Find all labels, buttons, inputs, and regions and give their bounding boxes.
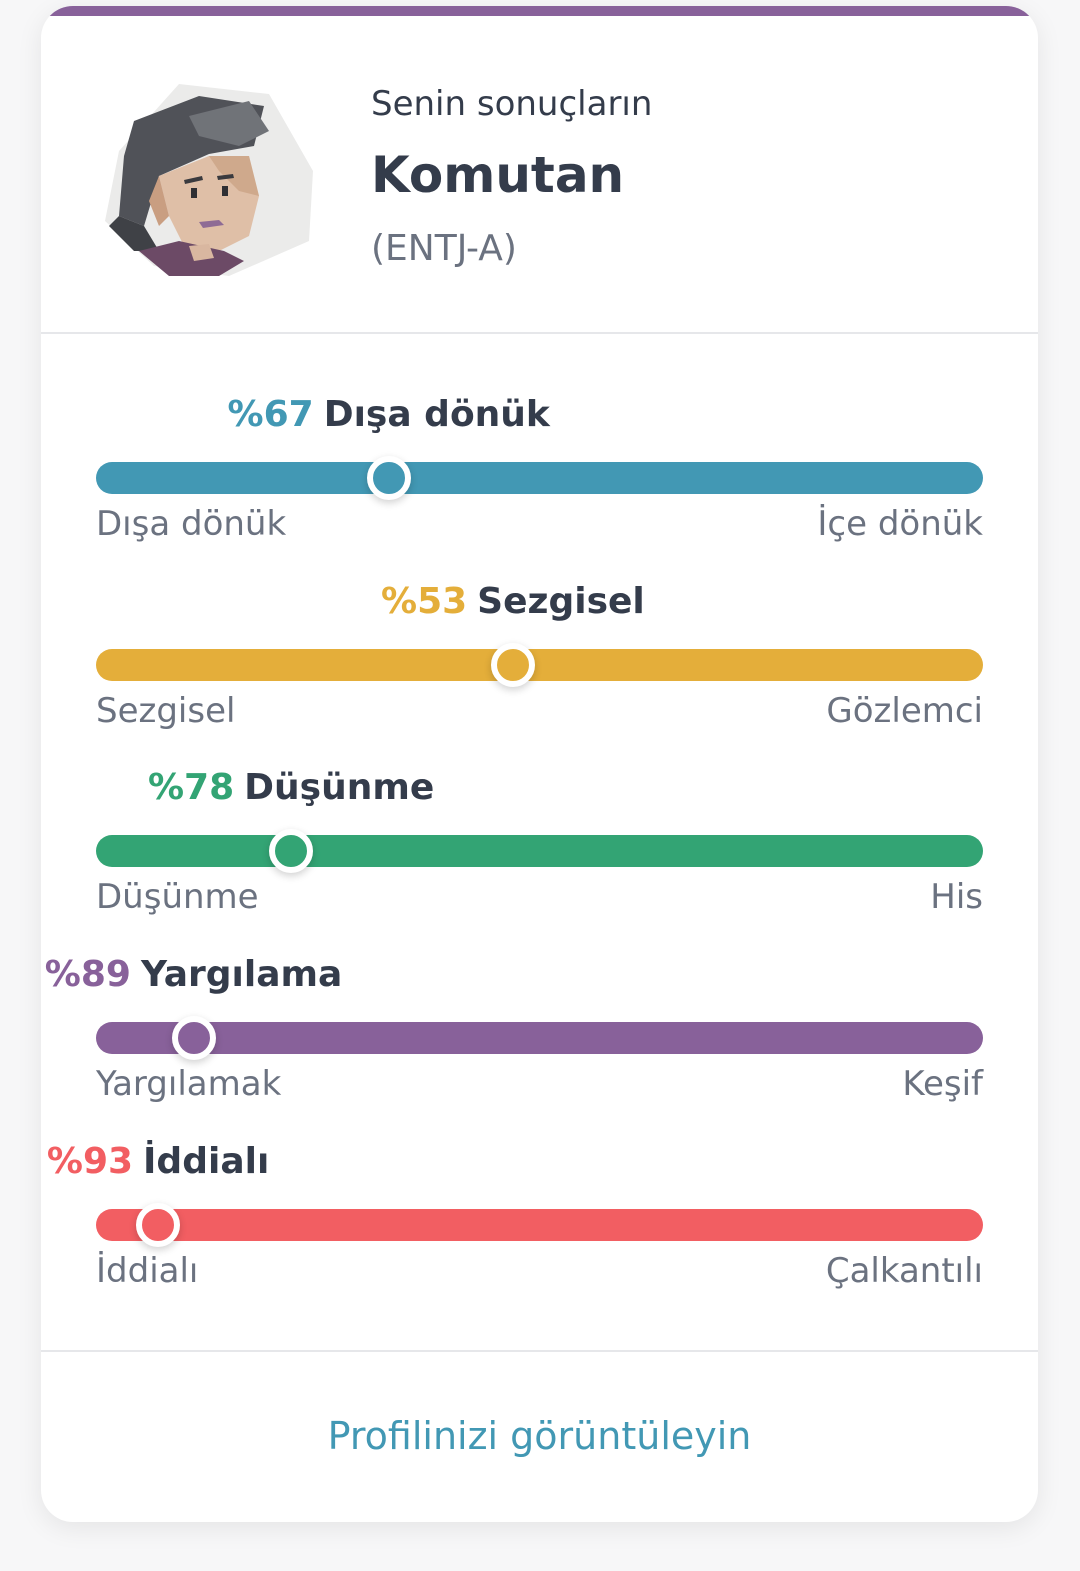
trait-right-pole: Çalkantılı xyxy=(825,1251,983,1291)
trait-marker xyxy=(171,1016,216,1060)
trait-left-pole: Yargılamak xyxy=(96,1064,282,1104)
results-header: Senin sonuçların Komutan (ENTJ-A) xyxy=(41,16,1038,334)
trait-percent: %53 xyxy=(380,581,468,622)
trait-left-pole: İddialı xyxy=(96,1251,199,1291)
results-card: Senin sonuçların Komutan (ENTJ-A) %67 Dış… xyxy=(41,6,1038,1522)
trait-right-pole: Keşif xyxy=(902,1064,983,1104)
trait-title: %53 Sezgisel xyxy=(381,581,645,622)
commander-avatar xyxy=(105,84,313,276)
trait-left-pole: Dışa dönük xyxy=(96,504,287,544)
trait-right-pole: Gözlemci xyxy=(826,691,983,731)
trait-percent: %89 xyxy=(44,954,131,995)
trait-bar xyxy=(96,835,983,867)
trait-title: %67 Dışa dönük xyxy=(228,394,550,435)
trait-left-pole: Düşünme xyxy=(96,877,259,917)
trait-bar xyxy=(96,649,983,681)
trait-row: %89 Yargılama Yargılamak Keşif xyxy=(45,954,983,1124)
footer-divider xyxy=(41,1350,1038,1352)
view-profile-link[interactable]: Profilinizi görüntüleyin xyxy=(327,1414,752,1458)
personality-type-code: (ENTJ-A) xyxy=(371,228,517,269)
trait-bar xyxy=(96,1209,983,1241)
trait-bar xyxy=(96,462,983,494)
accent-strip xyxy=(41,6,1038,16)
trait-marker xyxy=(269,829,314,873)
trait-title: %89 Yargılama xyxy=(45,954,343,995)
results-subtitle: Senin sonuçların xyxy=(371,84,653,124)
trait-row: %93 İddialı İddialı Çalkantılı xyxy=(47,1141,983,1311)
trait-percent: %93 xyxy=(46,1141,134,1182)
trait-name: İddialı xyxy=(143,1141,270,1182)
trait-marker xyxy=(366,456,411,500)
trait-name: Yargılama xyxy=(140,954,343,995)
header-divider xyxy=(41,332,1038,334)
trait-left-pole: Sezgisel xyxy=(96,691,236,731)
trait-marker xyxy=(136,1203,181,1247)
trait-name: Düşünme xyxy=(244,767,435,808)
trait-percent: %78 xyxy=(147,767,235,808)
trait-row: %78 Düşünme Düşünme His xyxy=(96,767,983,937)
trait-title: %78 Düşünme xyxy=(148,767,434,808)
trait-right-pole: His xyxy=(930,877,983,917)
trait-right-pole: İçe dönük xyxy=(817,504,983,544)
trait-marker xyxy=(490,643,535,687)
trait-percent: %67 xyxy=(227,394,314,435)
personality-type-name: Komutan xyxy=(371,146,625,204)
trait-row: %53 Sezgisel Sezgisel Gözlemci xyxy=(96,581,983,751)
trait-row: %67 Dışa dönük Dışa dönük İçe dönük xyxy=(96,394,983,564)
trait-name: Sezgisel xyxy=(477,581,645,622)
trait-bar xyxy=(96,1022,983,1054)
trait-title: %93 İddialı xyxy=(47,1141,269,1182)
trait-name: Dışa dönük xyxy=(323,394,550,435)
